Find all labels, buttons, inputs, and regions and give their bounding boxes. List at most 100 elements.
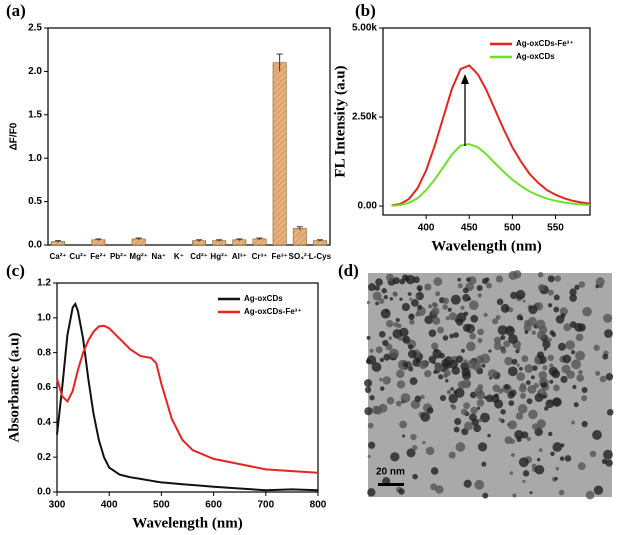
nanoparticle bbox=[519, 317, 524, 321]
nanoparticle bbox=[544, 406, 549, 411]
x-tick-label: 500 bbox=[504, 223, 521, 234]
nanoparticle bbox=[507, 420, 517, 430]
nanoparticle bbox=[468, 300, 479, 311]
nanoparticle bbox=[484, 277, 490, 282]
nanoparticle bbox=[395, 317, 400, 323]
bar-hatch bbox=[313, 240, 327, 245]
nanoparticle bbox=[369, 348, 374, 353]
bar-hatch bbox=[51, 241, 65, 245]
nanoparticle bbox=[531, 330, 536, 335]
nanoparticle bbox=[538, 283, 545, 291]
x-tick-label: 800 bbox=[310, 500, 327, 511]
nanoparticle bbox=[367, 422, 374, 429]
nanoparticle bbox=[388, 336, 393, 340]
nanoparticle bbox=[478, 418, 483, 422]
nanoparticle bbox=[518, 366, 523, 371]
x-tick-label: L-Cys bbox=[309, 252, 332, 261]
bar-hatch bbox=[192, 240, 206, 245]
nanoparticle bbox=[511, 453, 515, 457]
nanoparticle bbox=[369, 395, 375, 401]
nanoparticle bbox=[366, 300, 370, 305]
tem-image bbox=[368, 273, 612, 497]
nanoparticle bbox=[389, 297, 393, 301]
nanoparticle bbox=[453, 426, 460, 433]
x-tick-label: Al³⁺ bbox=[232, 252, 247, 261]
y-axis-label: ΔF/F0 bbox=[9, 122, 20, 150]
nanoparticle bbox=[442, 335, 449, 341]
nanoparticle bbox=[445, 316, 450, 321]
nanoparticle bbox=[549, 363, 554, 368]
nanoparticle bbox=[503, 340, 511, 348]
nanoparticle bbox=[553, 306, 560, 313]
nanoparticle bbox=[504, 384, 510, 390]
nanoparticle bbox=[371, 362, 382, 372]
x-tick-label: 400 bbox=[101, 500, 118, 511]
nanoparticle bbox=[438, 374, 444, 380]
nanoparticle bbox=[521, 431, 529, 439]
nanoparticle bbox=[559, 307, 568, 316]
nanoparticle bbox=[562, 354, 572, 364]
nanoparticle bbox=[420, 412, 431, 422]
nanoparticle bbox=[509, 471, 514, 475]
nanoparticle bbox=[396, 369, 405, 379]
nanoparticle bbox=[454, 387, 465, 398]
nanoparticle bbox=[378, 298, 385, 305]
x-tick-label: 700 bbox=[257, 500, 274, 511]
nanoparticle bbox=[442, 297, 450, 305]
nanoparticle bbox=[606, 408, 614, 416]
nanoparticle bbox=[528, 305, 538, 315]
nanoparticle bbox=[450, 294, 461, 305]
nanoparticle bbox=[495, 315, 501, 320]
nanoparticle bbox=[462, 287, 469, 294]
nanoparticle bbox=[432, 316, 441, 325]
nanoparticle bbox=[477, 293, 482, 298]
nanoparticle bbox=[566, 370, 575, 379]
nanoparticle bbox=[477, 337, 483, 344]
nanoparticle bbox=[534, 393, 544, 403]
panel-label: (d) bbox=[338, 261, 359, 280]
nanoparticle bbox=[483, 396, 487, 400]
nanoparticle bbox=[446, 389, 452, 395]
nanoparticle bbox=[515, 289, 526, 300]
nanoparticle bbox=[460, 408, 468, 415]
nanoparticle bbox=[498, 417, 502, 422]
nanoparticle bbox=[372, 291, 382, 301]
nanoparticle bbox=[381, 288, 387, 294]
nanoparticle bbox=[577, 323, 586, 332]
y-tick-label: 2.5 bbox=[28, 23, 42, 34]
scale-bar-label: 20 nm bbox=[376, 467, 405, 478]
nanoparticle bbox=[461, 367, 471, 377]
nanoparticle bbox=[433, 277, 443, 286]
panel-label: (c) bbox=[6, 261, 25, 280]
data-line bbox=[56, 301, 319, 492]
nanoparticle bbox=[536, 351, 545, 359]
nanoparticle bbox=[481, 363, 486, 368]
nanoparticle bbox=[508, 334, 518, 344]
nanoparticle bbox=[534, 464, 545, 475]
x-tick-label: Cr³⁺ bbox=[252, 252, 268, 261]
legend-label: Ag-oxCDs-Fe³⁺ bbox=[516, 39, 574, 48]
nanoparticle bbox=[555, 467, 560, 471]
nanoparticle bbox=[564, 455, 572, 462]
nanoparticle bbox=[558, 489, 565, 496]
nanoparticle bbox=[519, 382, 526, 389]
nanoparticle bbox=[401, 302, 410, 312]
nanoparticle bbox=[545, 399, 555, 408]
nanoparticle bbox=[408, 366, 414, 372]
x-tick-label: 500 bbox=[153, 500, 170, 511]
plot-frame bbox=[47, 27, 331, 246]
y-tick-label: 5.00k bbox=[352, 23, 377, 34]
bar-hatch bbox=[272, 62, 287, 245]
nanoparticle bbox=[589, 450, 597, 458]
nanoparticle bbox=[492, 318, 499, 325]
nanoparticle bbox=[418, 360, 428, 370]
nanoparticle bbox=[575, 350, 586, 361]
nanoparticle bbox=[374, 285, 380, 291]
nanoparticle bbox=[574, 284, 580, 290]
nanoparticle bbox=[402, 335, 411, 344]
nanoparticle bbox=[430, 467, 439, 475]
nanoparticle bbox=[493, 336, 502, 345]
y-tick-label: 1.0 bbox=[28, 153, 42, 164]
nanoparticle bbox=[467, 359, 477, 369]
